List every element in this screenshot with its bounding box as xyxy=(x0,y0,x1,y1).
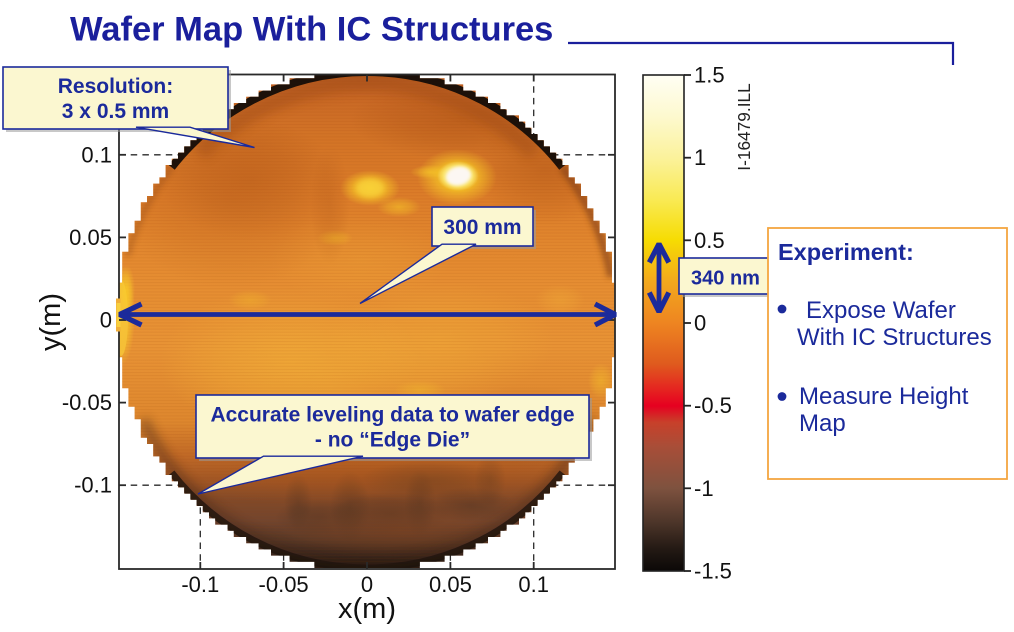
svg-text:0.05: 0.05 xyxy=(69,225,112,250)
svg-text:1.5: 1.5 xyxy=(694,63,725,88)
svg-text:0: 0 xyxy=(361,572,373,597)
svg-text:0.1: 0.1 xyxy=(518,572,549,597)
svg-text:y(m): y(m) xyxy=(35,293,67,351)
svg-text:0.1: 0.1 xyxy=(81,142,112,167)
svg-text:Measure Height: Measure Height xyxy=(799,383,969,410)
svg-text:With IC Structures: With IC Structures xyxy=(797,324,992,351)
svg-text:Accurate leveling data to wafe: Accurate leveling data to wafer edge xyxy=(210,403,574,426)
svg-text:0: 0 xyxy=(100,308,112,333)
svg-text:0.5: 0.5 xyxy=(694,228,725,253)
svg-text:Map: Map xyxy=(799,410,846,437)
svg-text:0: 0 xyxy=(694,311,706,336)
svg-text:1: 1 xyxy=(694,145,706,170)
svg-text:3 x 0.5 mm: 3 x 0.5 mm xyxy=(62,100,169,123)
svg-text:x(m): x(m) xyxy=(338,593,396,625)
svg-text:-0.5: -0.5 xyxy=(694,393,732,418)
svg-text:Wafer Map With IC Structures: Wafer Map With IC Structures xyxy=(70,11,553,49)
svg-text:I-16479.ILL: I-16479.ILL xyxy=(734,83,754,171)
svg-text:Expose Wafer: Expose Wafer xyxy=(806,297,956,324)
svg-text:Resolution:: Resolution: xyxy=(58,75,174,98)
svg-text:-0.1: -0.1 xyxy=(181,572,219,597)
svg-text:-1.5: -1.5 xyxy=(694,559,732,584)
svg-text:-0.05: -0.05 xyxy=(62,390,112,415)
svg-text:340 nm: 340 nm xyxy=(691,268,760,290)
svg-text:- no “Edge Die”: - no “Edge Die” xyxy=(315,428,470,451)
svg-text:-0.05: -0.05 xyxy=(259,572,309,597)
svg-text:Experiment:: Experiment: xyxy=(778,239,914,265)
svg-text:300 mm: 300 mm xyxy=(443,216,521,239)
svg-text:-1: -1 xyxy=(694,476,714,501)
svg-text:0.05: 0.05 xyxy=(429,572,472,597)
svg-text:-0.1: -0.1 xyxy=(74,473,112,498)
